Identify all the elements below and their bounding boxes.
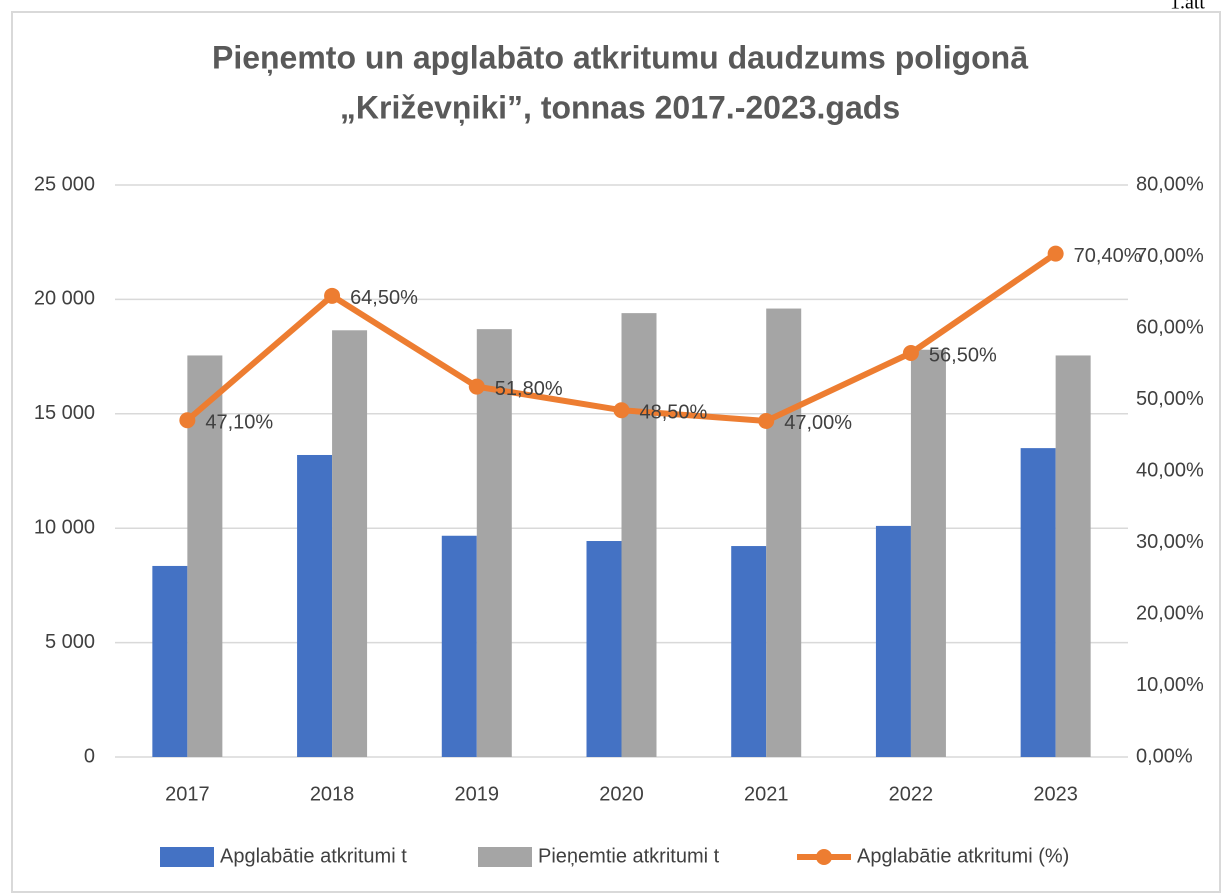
data-label: 47,00% xyxy=(784,412,852,434)
y-tick-label: 10 000 xyxy=(34,516,95,538)
line-marker xyxy=(758,412,775,429)
data-label: 64,50% xyxy=(350,287,418,309)
y2-tick-label: 50,00% xyxy=(1136,388,1204,410)
y2-tick-label: 60,00% xyxy=(1136,316,1204,338)
y2-tick-label: 70,00% xyxy=(1136,245,1204,267)
bar xyxy=(1020,448,1056,757)
data-label: 56,50% xyxy=(929,344,997,366)
bar xyxy=(875,525,911,757)
legend-marker xyxy=(816,849,832,865)
line-marker xyxy=(1047,245,1064,262)
legend-label: Pieņemtie atkritumi t xyxy=(538,845,720,867)
chart-title: „Križevņiki”, tonnas 2017.-2023.gads xyxy=(340,89,900,125)
line-marker xyxy=(324,287,341,304)
line-marker xyxy=(468,378,485,395)
y2-tick-label: 80,00% xyxy=(1136,173,1204,195)
bar xyxy=(766,308,802,757)
bar xyxy=(910,349,946,757)
corner-label: 1.att xyxy=(1170,0,1205,14)
bar xyxy=(441,535,477,757)
bar xyxy=(621,313,657,757)
legend-label: Apglabātie atkritumi (%) xyxy=(857,845,1069,867)
y2-tick-label: 40,00% xyxy=(1136,459,1204,481)
bar xyxy=(731,546,767,757)
bar xyxy=(1055,355,1091,757)
line-marker xyxy=(613,402,630,419)
y2-tick-label: 20,00% xyxy=(1136,602,1204,624)
bar xyxy=(586,541,622,757)
data-label: 70,40% xyxy=(1074,245,1142,267)
y-tick-label: 5 000 xyxy=(45,631,95,653)
y-tick-label: 15 000 xyxy=(34,402,95,424)
legend-label: Apglabātie atkritumi t xyxy=(220,845,407,867)
data-label: 47,10% xyxy=(205,412,273,434)
line-marker xyxy=(179,412,196,429)
bar xyxy=(476,329,512,757)
line-marker xyxy=(902,345,919,362)
y2-tick-label: 30,00% xyxy=(1136,531,1204,553)
data-label: 48,50% xyxy=(640,402,708,424)
chart-title: Pieņemto un apglabāto atkritumu daudzums… xyxy=(212,39,1028,75)
x-tick-label: 2020 xyxy=(599,783,644,805)
bar xyxy=(332,330,368,757)
x-tick-label: 2023 xyxy=(1033,783,1078,805)
y2-tick-label: 0,00% xyxy=(1136,745,1193,767)
legend-swatch xyxy=(160,847,214,867)
x-tick-label: 2021 xyxy=(744,783,789,805)
x-tick-label: 2022 xyxy=(889,783,934,805)
x-tick-label: 2019 xyxy=(455,783,500,805)
bar xyxy=(152,565,188,757)
y-tick-label: 0 xyxy=(84,745,95,767)
legend-swatch xyxy=(478,847,532,867)
x-tick-label: 2017 xyxy=(165,783,210,805)
x-tick-label: 2018 xyxy=(310,783,355,805)
data-label: 51,80% xyxy=(495,378,563,400)
y-tick-label: 25 000 xyxy=(34,173,95,195)
y-tick-label: 20 000 xyxy=(34,288,95,310)
bar xyxy=(297,454,333,757)
y2-tick-label: 10,00% xyxy=(1136,674,1204,696)
